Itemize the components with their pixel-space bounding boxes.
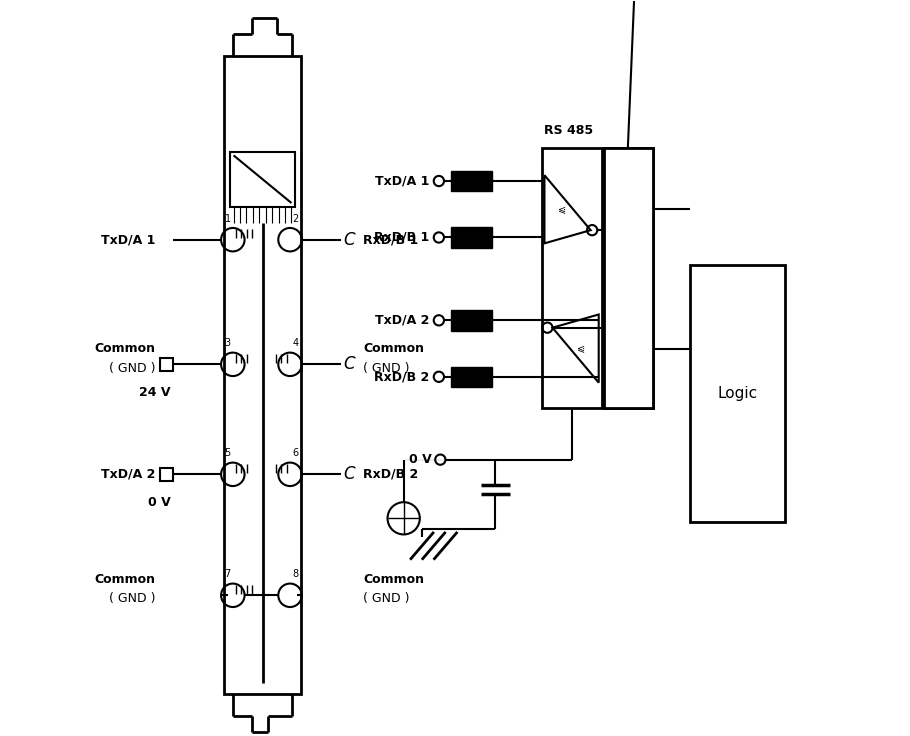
Text: 5: 5 xyxy=(225,448,230,459)
Bar xyxy=(451,310,491,330)
Bar xyxy=(230,152,295,207)
Bar xyxy=(224,57,301,694)
Bar xyxy=(451,367,491,387)
Text: ⩿: ⩿ xyxy=(577,344,585,353)
Text: ⩿: ⩿ xyxy=(558,205,566,214)
Text: Logic: Logic xyxy=(717,386,757,401)
Bar xyxy=(451,227,491,248)
Bar xyxy=(690,266,785,522)
Text: TxD/A 1: TxD/A 1 xyxy=(375,174,430,188)
Text: ( GND ): ( GND ) xyxy=(109,361,156,375)
Text: 8: 8 xyxy=(292,569,298,579)
Text: ( GND ): ( GND ) xyxy=(363,361,410,375)
Text: TxD/A 2: TxD/A 2 xyxy=(375,314,430,327)
Bar xyxy=(451,171,491,191)
Text: 7: 7 xyxy=(225,569,230,579)
Text: C: C xyxy=(344,355,355,373)
Text: 0 V: 0 V xyxy=(147,495,170,509)
Text: 0 V: 0 V xyxy=(409,453,431,466)
Bar xyxy=(159,467,173,481)
Bar xyxy=(604,148,653,408)
Text: TxD/A 2: TxD/A 2 xyxy=(102,468,156,481)
Text: ( GND ): ( GND ) xyxy=(363,592,410,606)
Text: 1: 1 xyxy=(225,213,230,224)
Text: ( GND ): ( GND ) xyxy=(109,592,156,606)
Bar xyxy=(604,148,653,408)
Text: RxD/B 2: RxD/B 2 xyxy=(374,370,430,383)
Text: Common: Common xyxy=(95,342,156,355)
Text: 4: 4 xyxy=(292,339,298,348)
Text: Common: Common xyxy=(363,573,424,586)
Text: RxD/B 2: RxD/B 2 xyxy=(363,468,419,481)
Text: C: C xyxy=(344,230,355,249)
Text: RxD/B 1: RxD/B 1 xyxy=(363,233,419,246)
Text: Common: Common xyxy=(95,573,156,586)
Text: C: C xyxy=(344,465,355,484)
Text: 6: 6 xyxy=(292,448,298,459)
Text: 24 V: 24 V xyxy=(139,386,170,399)
Bar xyxy=(541,148,602,408)
Text: RxD/B 1: RxD/B 1 xyxy=(374,231,430,244)
Text: RS 485: RS 485 xyxy=(544,124,593,137)
Text: TxD/A 1: TxD/A 1 xyxy=(102,233,156,246)
Text: 3: 3 xyxy=(225,339,230,348)
Bar xyxy=(159,358,173,371)
Text: 2: 2 xyxy=(292,213,298,224)
Text: Common: Common xyxy=(363,342,424,355)
